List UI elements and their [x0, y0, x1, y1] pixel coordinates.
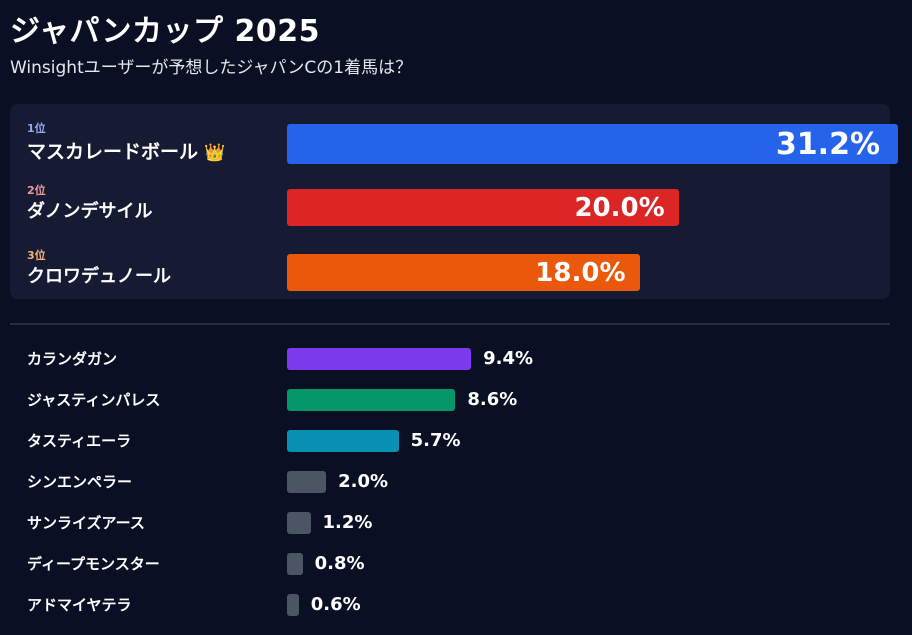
bar [287, 512, 311, 534]
percent-label: 18.0% [535, 257, 626, 288]
list-row: カランダガン 9.4% [0, 348, 912, 370]
list-row: ジャスティンパレス 8.6% [0, 389, 912, 411]
bar [287, 553, 303, 575]
horse-name-text: マスカレードボール [27, 141, 199, 163]
percent-label: 31.2% [775, 126, 880, 162]
horse-name: マスカレードボール 👑 [27, 137, 225, 164]
horse-name: サンライズアース [27, 514, 145, 532]
list-row: タスティエーラ 5.7% [0, 430, 912, 452]
horse-name: タスティエーラ [27, 432, 132, 450]
percent-label: 0.8% [314, 553, 365, 574]
bar: 20.0% [287, 189, 679, 226]
rank-label: 2位 [27, 184, 46, 197]
list-row: サンライズアース 1.2% [0, 512, 912, 534]
top3-row-1: 1位 マスカレードボール 👑 31.2% [0, 122, 912, 164]
list-row: シンエンペラー 2.0% [0, 471, 912, 493]
horse-name: カランダガン [27, 350, 118, 368]
horse-name: ディープモンスター [27, 555, 160, 573]
percent-label: 5.7% [410, 430, 461, 451]
horse-name: ジャスティンパレス [27, 391, 161, 409]
bar [287, 471, 327, 493]
top3-row-3: 3位 クロワデュノール 18.0% [0, 249, 912, 291]
list-row: ディープモンスター 0.8% [0, 553, 912, 575]
horse-name: アドマイヤテラ [27, 596, 132, 614]
bar [287, 389, 456, 411]
percent-label: 8.6% [467, 389, 518, 410]
bar: 31.2% [287, 124, 898, 164]
horse-name: シンエンペラー [27, 473, 133, 491]
page-subtitle: Winsightユーザーが予想したジャパンCの1着馬は？ [10, 58, 413, 78]
list-row: アドマイヤテラ 0.6% [0, 594, 912, 616]
percent-label: 20.0% [574, 192, 665, 223]
top3-row-2: 2位 ダノンデサイル 20.0% [0, 184, 912, 226]
percent-label: 1.2% [322, 512, 373, 533]
percent-label: 2.0% [338, 471, 389, 492]
percent-label: 9.4% [483, 348, 533, 369]
horse-name: ダノンデサイル [27, 201, 153, 222]
bar [287, 348, 472, 370]
rank-label: 3位 [27, 249, 46, 262]
bar [287, 430, 399, 452]
horse-name: クロワデュノール [27, 266, 171, 287]
bar [287, 594, 299, 616]
page-title: ジャパンカップ 2025 [10, 14, 320, 49]
bar: 18.0% [287, 254, 640, 291]
crown-icon: 👑 [204, 143, 226, 163]
percent-label: 0.6% [310, 594, 361, 615]
divider [10, 323, 890, 325]
rank-label: 1位 [27, 122, 46, 135]
